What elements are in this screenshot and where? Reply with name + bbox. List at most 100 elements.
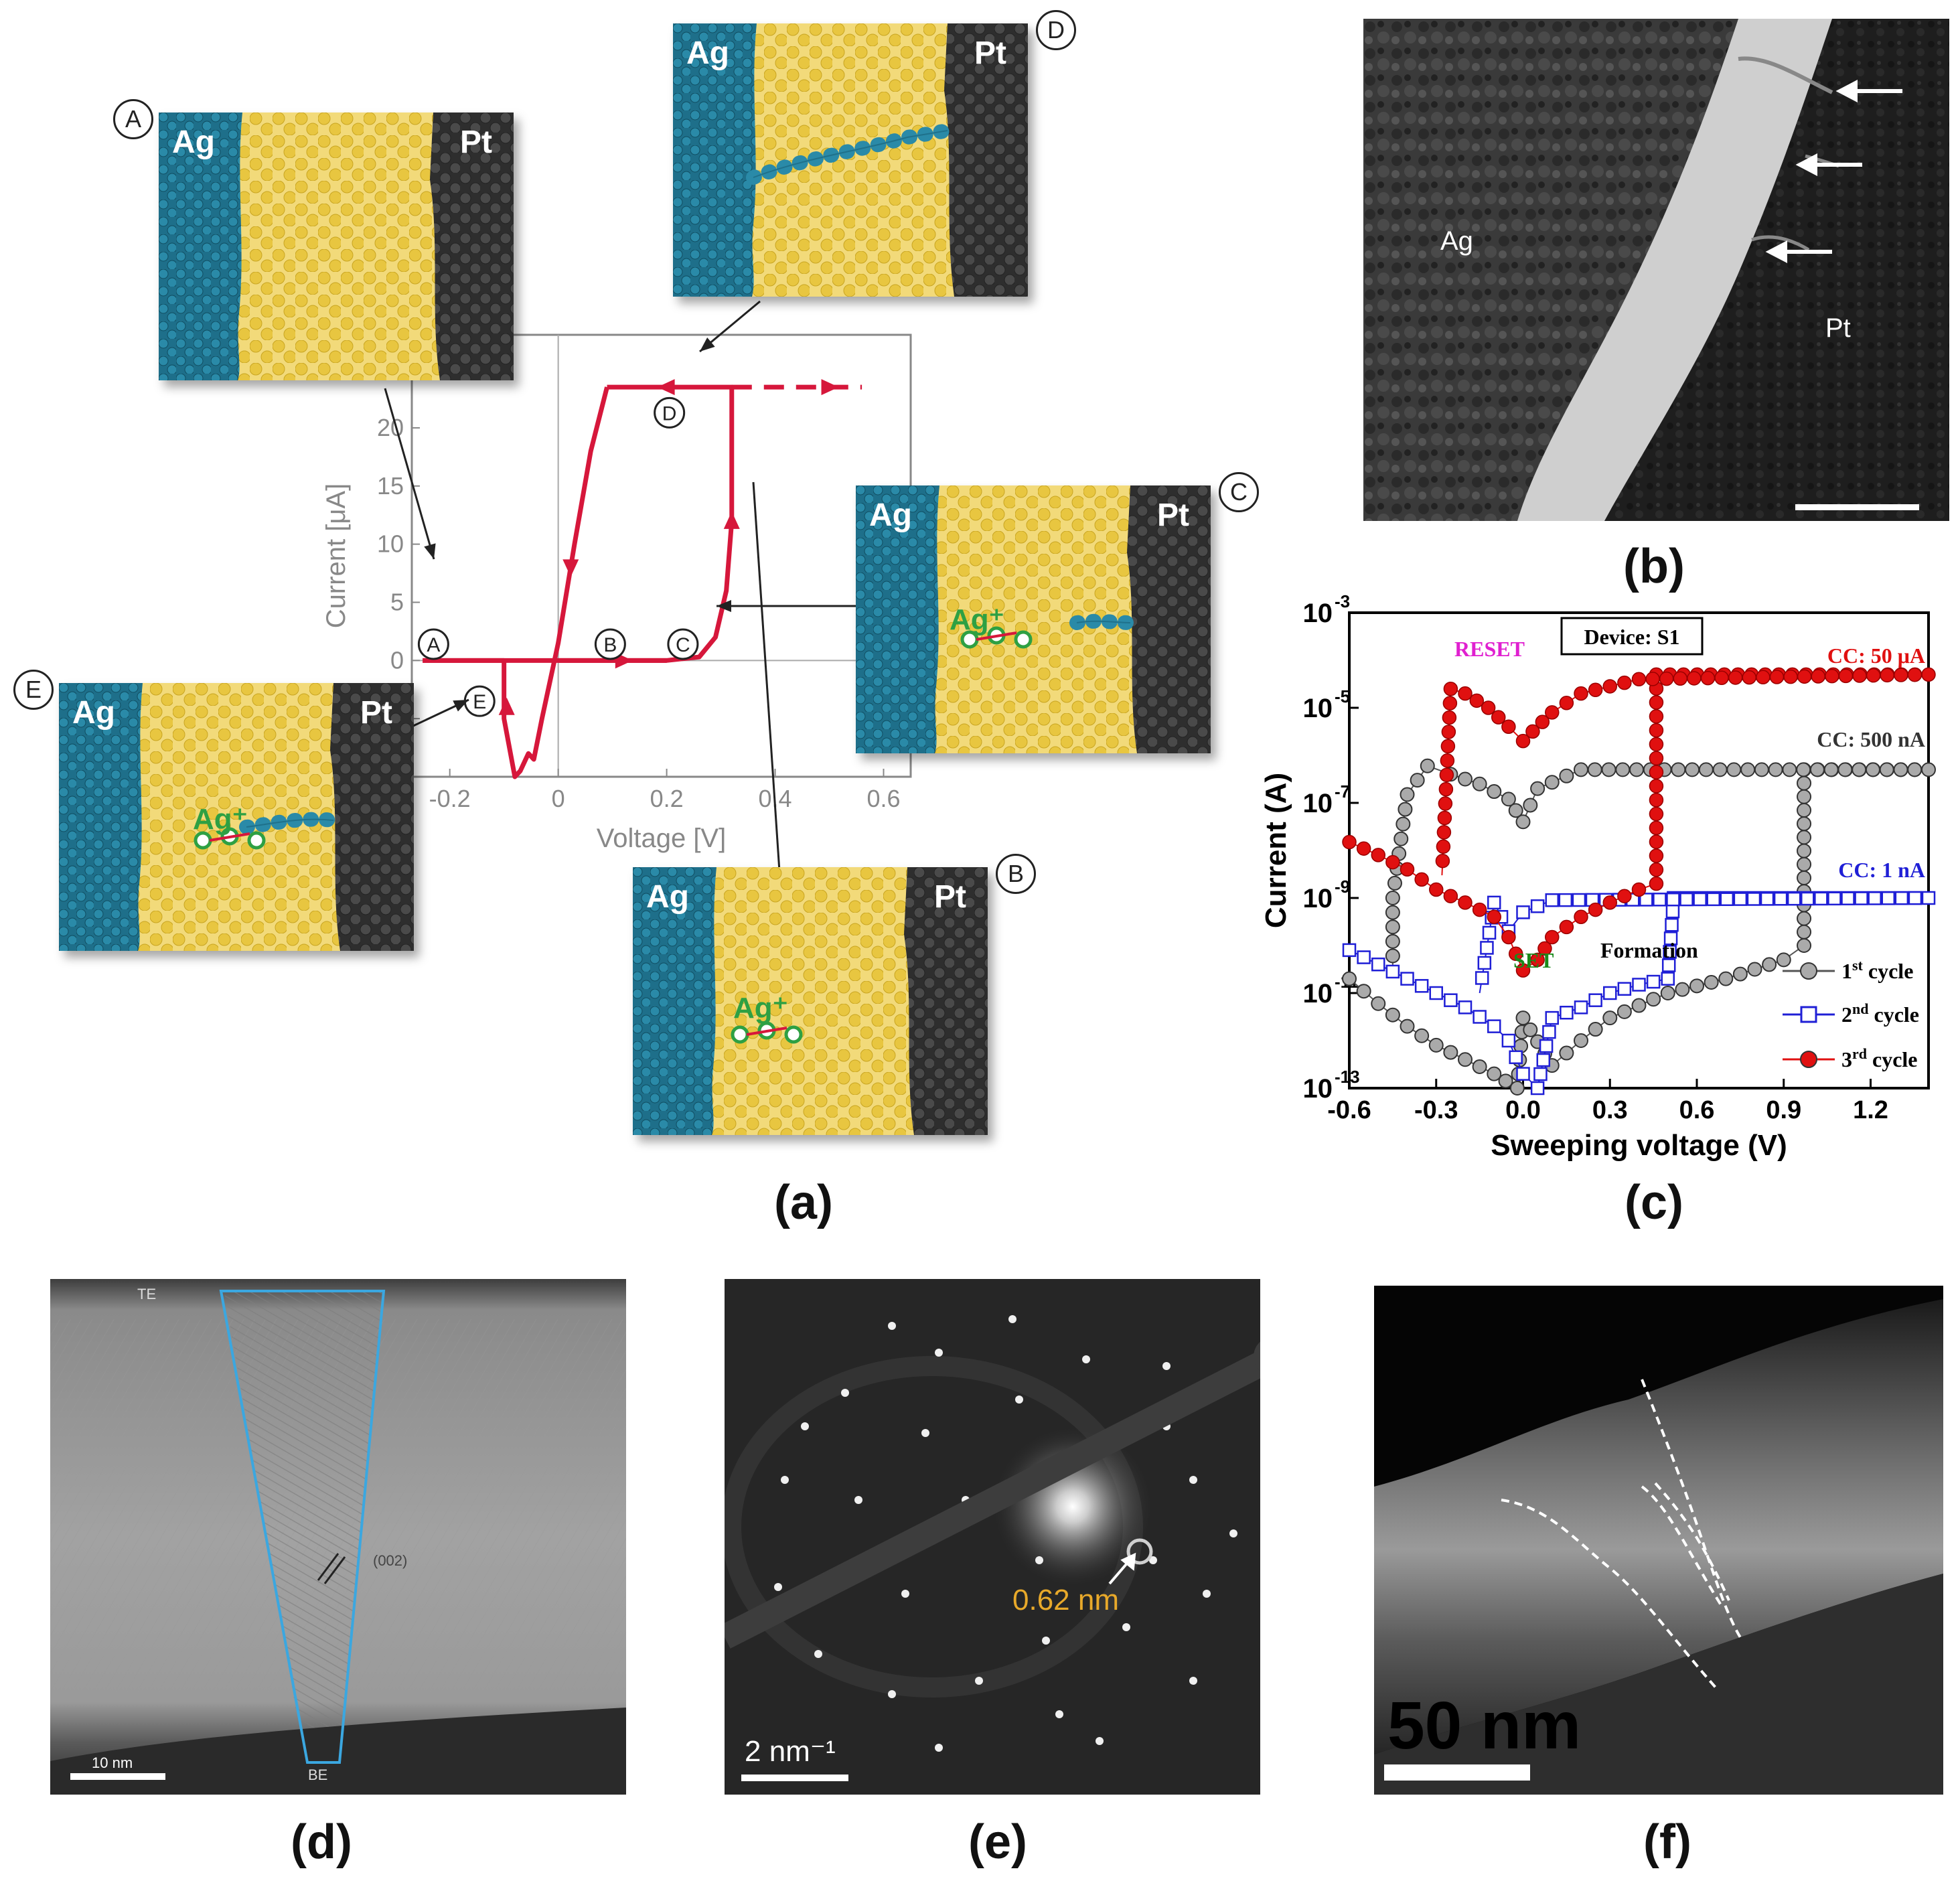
data-point xyxy=(1879,762,1894,777)
data-point xyxy=(1762,957,1777,972)
data-point xyxy=(1776,952,1791,968)
state-inset-b: Ag⁺ Ag Pt xyxy=(633,867,988,1135)
data-point xyxy=(1574,909,1588,925)
data-point xyxy=(1700,670,1716,686)
data-point xyxy=(1675,982,1690,997)
state-marker-d xyxy=(654,396,686,429)
data-point xyxy=(1537,941,1552,956)
panel-e-scalebar-label: 2 nm⁻¹ xyxy=(745,1735,836,1768)
connector-e-head xyxy=(453,700,469,712)
data-point xyxy=(1501,791,1516,807)
y-axis-label: Current [μA] xyxy=(321,483,351,628)
data-point xyxy=(1649,779,1664,794)
ag-ion xyxy=(1014,630,1033,649)
data-point xyxy=(1469,693,1485,708)
x-axis-label: Voltage [V] xyxy=(597,824,726,853)
panel-f-stem-image: 50 nm xyxy=(1374,1286,1943,1795)
data-point xyxy=(1356,841,1371,856)
data-point xyxy=(1458,895,1473,910)
state-marker-text: B xyxy=(603,634,617,656)
data-point xyxy=(1588,682,1603,698)
data-point xyxy=(1533,1067,1548,1081)
cc-50ua-label: CC: 50 μA xyxy=(1827,644,1925,668)
series-2 xyxy=(1342,891,1936,1096)
data-point xyxy=(1797,789,1812,804)
data-point xyxy=(1559,696,1574,710)
diffraction-spot xyxy=(801,1422,809,1430)
data-point xyxy=(1671,762,1686,777)
y-tick-label: 15 xyxy=(377,472,404,500)
legend-marker xyxy=(1800,1006,1817,1023)
data-point xyxy=(1632,978,1646,992)
data-point xyxy=(1823,762,1839,777)
data-point xyxy=(1414,979,1429,993)
state-marker-a xyxy=(417,628,449,660)
x-tick-label: 0.2 xyxy=(650,785,684,812)
data-point xyxy=(1616,1004,1632,1019)
state-illustration: Ag⁺ Ag Pt xyxy=(856,485,1211,753)
data-point xyxy=(1814,891,1828,906)
ag-electrode-label: Ag xyxy=(869,498,912,533)
data-point xyxy=(1602,1010,1618,1026)
legend-marker xyxy=(1800,962,1817,980)
data-point xyxy=(1574,762,1588,777)
y-tick-label: 10 xyxy=(1303,884,1333,913)
state-marker-e-badge: E xyxy=(13,670,54,710)
data-point xyxy=(1732,966,1748,982)
data-point xyxy=(1783,669,1798,684)
diffraction-spot xyxy=(1008,1315,1016,1323)
data-point xyxy=(1385,933,1400,949)
data-point xyxy=(1773,892,1788,906)
data-point xyxy=(1631,672,1647,687)
ag-electrode-label: Ag xyxy=(72,695,115,731)
data-point xyxy=(1572,893,1586,907)
data-point xyxy=(1441,725,1456,739)
data-point xyxy=(1796,762,1811,777)
data-point xyxy=(1693,892,1707,907)
y-tick-exponent: -5 xyxy=(1335,686,1350,706)
data-point xyxy=(1880,668,1894,683)
data-point xyxy=(1663,945,1677,959)
data-point xyxy=(1714,670,1729,686)
data-point xyxy=(1410,773,1425,788)
data-point xyxy=(1458,1052,1473,1067)
data-point xyxy=(1865,762,1880,777)
ag-filament xyxy=(239,812,341,834)
data-point xyxy=(1487,1019,1501,1033)
ag-filament-outline xyxy=(246,818,334,828)
data-point xyxy=(1733,892,1748,906)
data-point xyxy=(1797,924,1812,939)
data-point xyxy=(1458,1000,1473,1014)
data-point xyxy=(1438,781,1454,797)
arrow-icon xyxy=(1765,80,1902,263)
data-point xyxy=(1385,854,1400,870)
data-point xyxy=(1811,669,1825,684)
data-point xyxy=(1385,891,1400,905)
state-inset-d: Ag Pt xyxy=(673,23,1028,297)
data-point xyxy=(1907,762,1923,777)
state-marker-b xyxy=(594,628,626,660)
data-point xyxy=(1728,670,1743,685)
data-point xyxy=(1801,891,1815,906)
data-point xyxy=(1921,667,1936,682)
y-tick-label: 10 xyxy=(1303,599,1333,628)
ion-label: Ag⁺ xyxy=(950,603,1004,636)
data-point xyxy=(1587,762,1602,777)
pt-electrode-label: Pt xyxy=(974,35,1006,71)
y-tick-label: 10 xyxy=(1303,979,1333,1008)
legend-label: 1st cycle xyxy=(1841,957,1913,983)
panel-a-iv-chart: -0.200.20.40.6-505101520Voltage [V]Curre… xyxy=(321,300,912,982)
data-point xyxy=(1385,905,1400,920)
panel-d-te-label: TE xyxy=(137,1286,157,1302)
data-point xyxy=(1508,803,1523,818)
data-point xyxy=(1342,834,1357,850)
data-point xyxy=(1704,974,1719,990)
data-point xyxy=(1687,671,1702,686)
data-point xyxy=(1414,1028,1430,1043)
data-point xyxy=(1515,814,1531,830)
ag-filament-outline xyxy=(753,130,948,178)
diffraction-spot xyxy=(1122,1623,1130,1631)
data-point xyxy=(1530,952,1545,968)
data-point xyxy=(1487,909,1501,925)
data-point xyxy=(1673,671,1688,686)
